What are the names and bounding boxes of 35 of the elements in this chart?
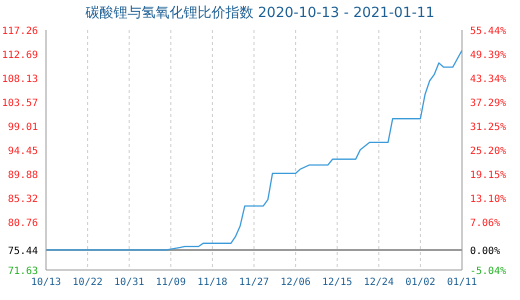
x-tick-label: 12/24: [364, 277, 394, 288]
y2-tick-label: -5.04%: [470, 266, 506, 277]
y2-tick-label: 25.20%: [470, 146, 506, 157]
y2-tick-label: 43.34%: [470, 74, 506, 86]
x-tick-label: 12/06: [280, 277, 311, 288]
x-tick-label: 10/13: [30, 277, 62, 288]
y-tick-label: 85.32: [8, 194, 38, 205]
y-tick-label: 89.88: [8, 170, 38, 182]
y2-tick-label: 31.25%: [470, 122, 506, 133]
x-tick-label: 10/31: [114, 277, 144, 288]
y-tick-label: 80.76: [8, 218, 38, 229]
y2-tick-label: 49.39%: [470, 50, 506, 62]
y-tick-label: 112.69: [2, 50, 38, 62]
chart-title: 碳酸锂与氢氧化锂比价指数 2020-10-13 - 2021-01-11: [84, 4, 436, 22]
x-tick-label: 11/27: [238, 277, 270, 288]
y-tick-label: 99.01: [8, 122, 38, 133]
x-tick-label: 11/18: [197, 277, 228, 288]
y2-tick-label: 37.29%: [470, 98, 506, 110]
line-series: [46, 50, 462, 251]
y-tick-label: 71.63: [8, 266, 38, 277]
y2-tick-label: 19.15%: [470, 170, 506, 182]
y-tick-label: 103.57: [2, 98, 38, 110]
x-tick-label: 12/15: [322, 277, 352, 288]
y-tick-label: 117.26: [2, 26, 38, 37]
y2-tick-label: 7.06%: [470, 218, 500, 229]
y-tick-label: 94.45: [8, 146, 38, 157]
y2-tick-label: 13.10%: [470, 194, 506, 206]
x-tick-label: 11/09: [156, 277, 186, 288]
x-tick-label: 01/11: [446, 277, 478, 288]
x-tick-label: 01/02: [405, 277, 436, 288]
y-tick-label: 75.44: [8, 246, 38, 257]
y2-tick-label: 0.00%: [470, 246, 500, 257]
y2-tick-label: 55.44%: [470, 26, 506, 37]
y-tick-label: 108.13: [2, 74, 38, 86]
x-tick-label: 10/22: [72, 277, 103, 288]
